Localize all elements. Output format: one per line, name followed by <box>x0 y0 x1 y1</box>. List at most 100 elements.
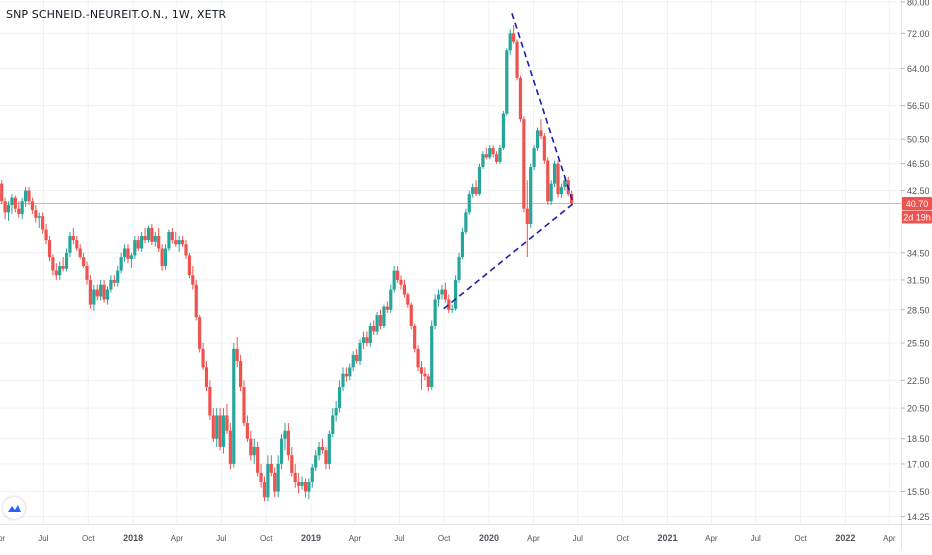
candle-up <box>119 257 123 271</box>
candle-down <box>112 279 116 283</box>
candle-up <box>276 463 280 492</box>
candle-down <box>228 430 232 464</box>
candle-up <box>440 289 444 295</box>
candle-down <box>41 216 45 230</box>
candle-up <box>334 408 338 416</box>
candle-down <box>556 163 560 195</box>
candle-up <box>375 315 379 332</box>
candle-down <box>51 257 55 271</box>
x-tick-label: Apr <box>349 534 362 543</box>
candle-down <box>474 187 478 195</box>
candle-up <box>23 190 28 202</box>
candle-down <box>218 415 222 447</box>
candle-up <box>92 289 96 305</box>
candle-down <box>204 367 209 388</box>
candle-up <box>64 252 69 269</box>
y-tick-label: 42.50 <box>907 186 930 196</box>
candle-down <box>191 275 195 285</box>
candle-down <box>170 231 174 241</box>
candle-up <box>471 187 475 195</box>
candle-up <box>477 166 482 195</box>
candle-up <box>498 148 502 162</box>
candle-up <box>337 387 342 409</box>
candle-down <box>525 208 529 224</box>
candle-up <box>433 299 437 326</box>
candle-up <box>37 216 41 218</box>
candle-down <box>157 235 161 249</box>
tradingview-logo[interactable] <box>3 497 25 519</box>
y-tick-label: 20.50 <box>907 404 930 414</box>
y-tick-label: 17.00 <box>907 459 930 469</box>
candle-down <box>225 415 229 431</box>
candle-down <box>491 148 495 155</box>
candle-down <box>324 450 328 464</box>
candle-up <box>535 130 540 149</box>
candle-up <box>266 463 270 498</box>
candle-up <box>307 482 311 492</box>
candle-down <box>290 455 294 473</box>
y-tick-label: 46.50 <box>907 159 930 169</box>
candle-up <box>559 187 564 195</box>
last-price-badge <box>902 196 932 210</box>
x-tick-label: 2018 <box>123 533 143 543</box>
candle-up <box>10 197 14 205</box>
candle-down <box>194 284 198 318</box>
time-axis: Apr Jul Oct 2018 Apr Jul Oct 2019 Apr Jul Oct 2020 A… <box>0 524 932 543</box>
x-tick-label: Apr <box>705 534 718 543</box>
candle-down <box>71 235 75 241</box>
candle-down <box>378 315 383 326</box>
candle-up <box>430 325 434 388</box>
x-tick-label: Oct <box>438 534 451 543</box>
candle-up <box>283 430 287 439</box>
y-tick-label: 14.25 <box>907 512 930 522</box>
candle-up <box>215 415 219 439</box>
candle-down <box>102 284 106 300</box>
candle-down <box>372 325 376 332</box>
candle-up <box>563 180 567 188</box>
candle-up <box>552 163 557 184</box>
candle-up <box>532 148 536 167</box>
candle-down <box>320 446 325 451</box>
candle-up <box>361 337 366 343</box>
y-tick-label: 28.50 <box>907 305 930 315</box>
candle-up <box>351 354 355 368</box>
candle-down <box>30 201 35 211</box>
candle-down <box>518 77 523 120</box>
candle-up <box>389 289 393 310</box>
candle-down <box>484 154 488 158</box>
candle-up <box>488 148 492 158</box>
x-tick-label: Oct <box>82 534 95 543</box>
candle-down <box>365 337 369 343</box>
x-tick-label: Oct <box>794 534 807 543</box>
x-tick-label: Jul <box>38 534 48 543</box>
candle-down <box>269 463 273 473</box>
triangle-trendline <box>511 13 575 204</box>
candle-down <box>27 190 31 202</box>
x-tick-label: Jul <box>216 534 226 543</box>
candle-down <box>184 244 188 256</box>
x-tick-label: 2020 <box>479 533 499 543</box>
candle-down <box>34 210 38 218</box>
x-tick-label: 2021 <box>657 533 677 543</box>
y-tick-label: 25.50 <box>907 338 930 348</box>
candle-up <box>221 415 226 447</box>
price-axis: 80.00 72.00 64.00 56.50 50.50 46.50 42.50 34.50… <box>901 0 930 550</box>
candle-down <box>88 279 93 305</box>
candle-down <box>494 154 499 162</box>
candle-down <box>13 197 17 209</box>
y-tick-label: 72.00 <box>907 29 930 39</box>
candle-down <box>385 306 389 310</box>
candle-up <box>392 270 396 290</box>
candle-up <box>358 342 362 362</box>
candle-up <box>133 240 137 256</box>
y-tick-label: 22.50 <box>907 376 930 386</box>
candle-up <box>6 204 11 213</box>
candle-down <box>515 41 519 78</box>
candle-up <box>140 235 144 249</box>
x-tick-label: Oct <box>260 534 273 543</box>
candle-down <box>402 284 407 295</box>
candle-up <box>549 183 553 202</box>
candle-down <box>150 227 154 242</box>
